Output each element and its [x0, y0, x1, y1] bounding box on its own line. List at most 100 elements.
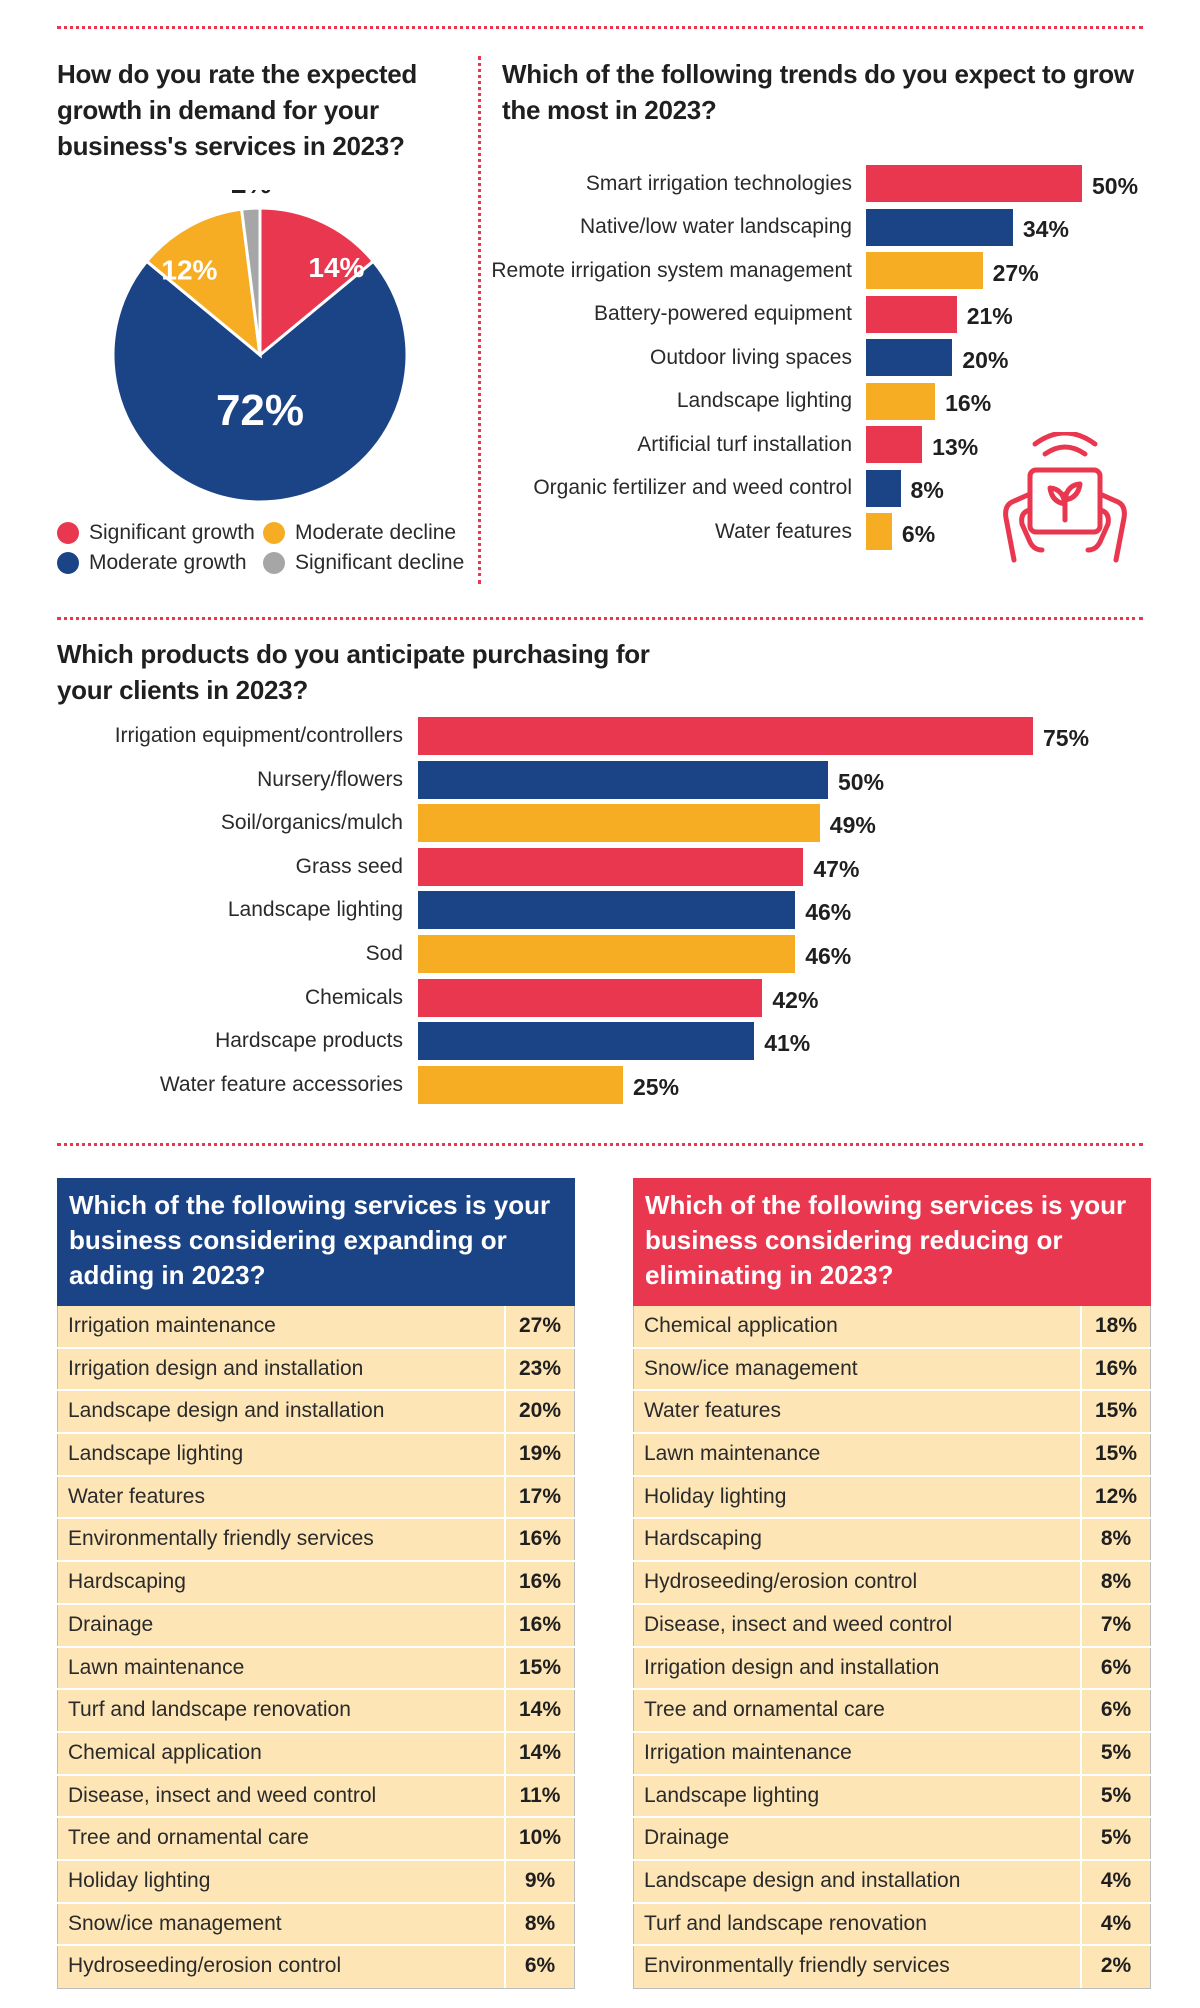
service-percentage: 14% — [506, 1690, 575, 1731]
bar — [418, 717, 1033, 755]
table-row: Holiday lighting 12% — [633, 1476, 1151, 1520]
table-row: Lawn maintenance 15% — [57, 1647, 575, 1691]
service-name: Hardscaping — [633, 1519, 1082, 1561]
service-name: Environmentally friendly services — [57, 1519, 506, 1561]
service-percentage: 5% — [1082, 1732, 1151, 1774]
bar-value-label: 46% — [805, 943, 852, 969]
products-title: Which products do you anticipate purchas… — [57, 639, 650, 705]
table-row: Turf and landscape renovation 4% — [633, 1903, 1151, 1947]
service-name: Irrigation maintenance — [633, 1732, 1082, 1774]
bar — [418, 978, 763, 1017]
pie-slice — [239, 206, 262, 356]
bar-value-label: 50% — [1092, 172, 1139, 199]
table-row: Water features 17% — [57, 1476, 575, 1520]
bar — [866, 252, 983, 289]
service-percentage: 27% — [506, 1306, 575, 1347]
middle-divider — [57, 617, 1143, 620]
legend-swatch — [57, 552, 79, 574]
bar-value-label: 6% — [901, 520, 936, 547]
table-row: Landscape design and installation 4% — [633, 1860, 1151, 1904]
table-row: Irrigation design and installation 23% — [57, 1348, 575, 1392]
pie-slice-label: 72% — [216, 386, 304, 435]
bar-category-label: Chemicals — [304, 985, 403, 1009]
pie-slice-label: 14% — [308, 252, 364, 283]
bar — [418, 1022, 755, 1061]
pie-slice — [258, 206, 376, 359]
bar-category-label: Grass seed — [295, 854, 403, 878]
service-percentage: 7% — [1082, 1604, 1151, 1646]
bar-category-label: Irrigation equipment/controllers — [114, 724, 403, 747]
legend-swatch — [57, 522, 79, 544]
expanding-table-header: Which of the following services is your … — [57, 1178, 575, 1306]
table-row: Chemical application 18% — [633, 1306, 1151, 1349]
service-name: Holiday lighting — [57, 1860, 506, 1902]
top-divider — [57, 26, 1143, 29]
bar — [418, 891, 796, 930]
table-row: Holiday lighting 9% — [57, 1860, 575, 1904]
service-name: Environmentally friendly services — [633, 1946, 1082, 1988]
service-percentage: 4% — [1082, 1903, 1151, 1945]
service-name: Disease, insect and weed control — [57, 1775, 506, 1817]
bar-value-label: 75% — [1043, 725, 1090, 751]
table-row: Lawn maintenance 15% — [633, 1434, 1151, 1477]
bar-value-label: 16% — [945, 390, 992, 416]
legend-significant-decline: Significant decline — [263, 548, 464, 578]
bar-category-label: Native/low water landscaping — [580, 215, 852, 238]
table-row: Landscape lighting 5% — [633, 1775, 1151, 1819]
table-row: Drainage 5% — [633, 1818, 1151, 1861]
table-row: Environmentally friendly services 2% — [633, 1946, 1151, 1989]
reducing-table-body: Chemical application 18% Snow/ice manageme… — [633, 1306, 1151, 1989]
bar-value-label: 8% — [910, 477, 944, 503]
bar-category-label: Hardscape products — [215, 1029, 403, 1053]
bar — [418, 847, 804, 886]
legend-label: Moderate growth — [89, 551, 247, 574]
service-percentage: 2% — [1082, 1946, 1151, 1988]
bar-value-label: 42% — [772, 986, 819, 1013]
service-name: Hardscaping — [57, 1562, 506, 1603]
table-row: Tree and ornamental care 10% — [57, 1818, 575, 1861]
service-percentage: 18% — [1082, 1306, 1151, 1347]
service-percentage: 19% — [506, 1434, 575, 1475]
service-percentage: 8% — [1082, 1562, 1151, 1603]
service-name: Tree and ornamental care — [633, 1690, 1082, 1731]
service-name: Water features — [633, 1391, 1082, 1433]
service-percentage: 10% — [506, 1818, 575, 1859]
service-name: Drainage — [633, 1818, 1082, 1859]
table-row: Landscape design and installation 20% — [57, 1391, 575, 1435]
service-name: Water features — [57, 1476, 506, 1518]
service-name: Turf and landscape renovation — [633, 1903, 1082, 1945]
legend-label: Moderate decline — [295, 521, 457, 544]
service-percentage: 5% — [1082, 1818, 1151, 1859]
reducing-services-table: Which of the following services is your … — [633, 1178, 1151, 1989]
service-percentage: 17% — [506, 1476, 575, 1518]
bar — [866, 208, 1013, 246]
table-row: Disease, insect and weed control 11% — [57, 1775, 575, 1819]
bar-category-label: Sod — [365, 942, 403, 965]
service-percentage: 12% — [1082, 1476, 1151, 1518]
table-row: Chemical application 14% — [57, 1732, 575, 1776]
expanding-services-table: Which of the following services is your … — [57, 1178, 575, 1989]
service-percentage: 6% — [506, 1946, 575, 1988]
bar-value-label: 47% — [813, 855, 860, 882]
service-name: Lawn maintenance — [633, 1434, 1082, 1475]
table-row: Hardscaping 8% — [633, 1519, 1151, 1563]
service-percentage: 5% — [1082, 1775, 1151, 1817]
bar-value-label: 20% — [962, 346, 1009, 373]
service-name: Landscape lighting — [633, 1775, 1082, 1817]
table-row: Turf and landscape renovation 14% — [57, 1690, 575, 1733]
bar-value-label: 34% — [1022, 216, 1069, 242]
service-percentage: 20% — [506, 1391, 575, 1433]
legend-significant-growth: Significant growth — [57, 518, 255, 548]
service-name: Drainage — [57, 1604, 506, 1646]
service-percentage: 15% — [1082, 1434, 1151, 1475]
bar-category-label: Outdoor living spaces — [650, 345, 852, 369]
table-row: Tree and ornamental care 6% — [633, 1690, 1151, 1733]
service-name: Irrigation design and installation — [633, 1647, 1082, 1689]
bar-value-label: 13% — [932, 433, 979, 460]
bar-category-label: Smart irrigation technologies — [585, 171, 852, 195]
table-row: Irrigation design and installation 6% — [633, 1647, 1151, 1691]
table-row: Hydroseeding/erosion control 8% — [633, 1562, 1151, 1605]
bar — [418, 804, 820, 843]
service-percentage: 9% — [506, 1860, 575, 1902]
service-percentage: 14% — [506, 1732, 575, 1774]
